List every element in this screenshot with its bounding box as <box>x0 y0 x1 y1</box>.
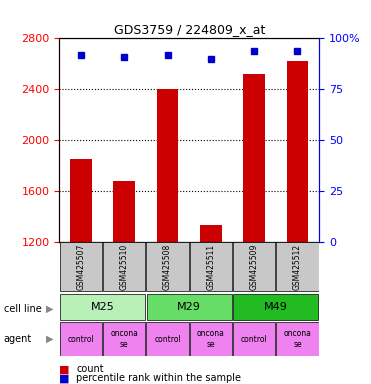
Text: GSM425507: GSM425507 <box>76 244 85 290</box>
Text: count: count <box>76 364 104 374</box>
Bar <box>147 242 189 291</box>
Title: GDS3759 / 224809_x_at: GDS3759 / 224809_x_at <box>114 23 265 36</box>
Text: control: control <box>154 334 181 344</box>
Text: GSM425509: GSM425509 <box>250 244 259 290</box>
Bar <box>286 61 308 242</box>
Bar <box>60 294 145 319</box>
Text: GSM425510: GSM425510 <box>120 244 129 290</box>
Text: M29: M29 <box>177 302 201 312</box>
Text: oncona
se: oncona se <box>283 329 311 349</box>
Bar <box>60 323 102 356</box>
Bar <box>147 323 189 356</box>
Bar <box>276 242 319 291</box>
Bar <box>233 242 275 291</box>
Bar <box>70 159 92 242</box>
Text: M49: M49 <box>264 302 288 312</box>
Text: oncona
se: oncona se <box>197 329 225 349</box>
Text: control: control <box>68 334 94 344</box>
Bar <box>60 242 102 291</box>
Text: ■: ■ <box>59 364 70 374</box>
Text: control: control <box>241 334 267 344</box>
Text: ▶: ▶ <box>46 304 54 314</box>
Text: GSM425512: GSM425512 <box>293 244 302 290</box>
Bar <box>276 323 319 356</box>
Bar <box>103 242 145 291</box>
Bar <box>190 242 232 291</box>
Bar <box>243 74 265 242</box>
Bar <box>147 294 232 319</box>
Bar <box>233 294 318 319</box>
Text: GSM425511: GSM425511 <box>206 244 215 290</box>
Bar <box>200 225 222 242</box>
Bar <box>233 323 275 356</box>
Text: agent: agent <box>4 334 32 344</box>
Text: M25: M25 <box>91 302 115 312</box>
Text: ▶: ▶ <box>46 334 54 344</box>
Text: oncona
se: oncona se <box>110 329 138 349</box>
Bar <box>114 181 135 242</box>
Text: ■: ■ <box>59 373 70 383</box>
Bar <box>103 323 145 356</box>
Text: GSM425508: GSM425508 <box>163 244 172 290</box>
Bar <box>157 89 178 242</box>
Text: percentile rank within the sample: percentile rank within the sample <box>76 373 241 383</box>
Text: cell line: cell line <box>4 304 42 314</box>
Bar <box>190 323 232 356</box>
